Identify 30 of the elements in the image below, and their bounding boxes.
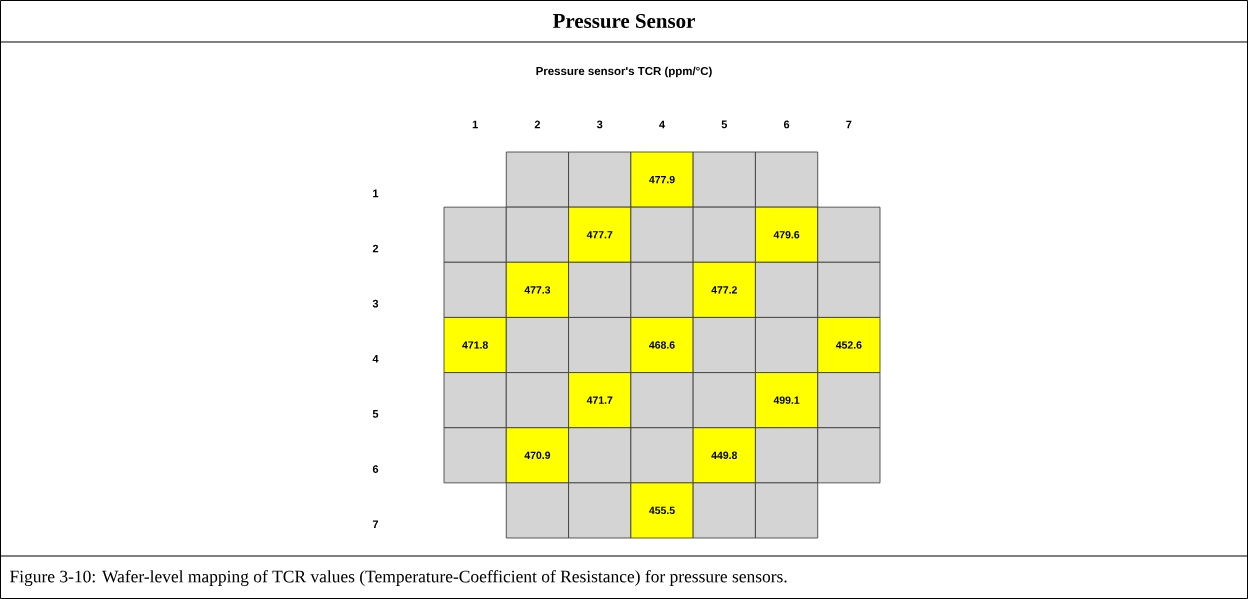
data-label: 477.7 [586,231,613,239]
data-label: 471.8 [462,341,488,349]
chart-title: Pressure Sensor [552,13,695,29]
y-tick-label: 7 [372,520,379,528]
y-tick-label: 3 [372,299,379,308]
caption: Figure 3-10: Wafer-level mapping of TCR values (Temperature-Coefficient of Resistance) for pressure sensors. [10,569,787,587]
y-tick-label: 5 [372,410,379,418]
x-tick-label: 4 [659,120,665,129]
data-label: 455.5 [649,506,675,515]
x-tick-label: 6 [783,120,790,129]
y-tick-label: 4 [372,355,379,363]
data-label: 468.6 [649,341,675,349]
y-tick-label: 1 [373,189,379,198]
data-label: 449.8 [711,451,738,459]
y-tick-label: 6 [372,465,379,473]
y-tick-label: 2 [372,244,379,253]
data-label: 452.6 [835,341,862,349]
data-label: 477.3 [524,286,551,294]
data-label: 471.7 [586,396,613,404]
data-label: 470.9 [524,451,551,459]
data-label: 477.2 [711,286,737,294]
x-tick-label: 1 [472,120,478,129]
x-tick-label: 2 [534,120,541,129]
x-tick-label: 5 [721,120,728,129]
data-label: 499.1 [773,396,800,404]
x-tick-label: 7 [846,120,852,129]
x-tick-label: 3 [596,120,603,129]
data-label: 477.9 [649,175,675,184]
data-label: 479.6 [773,231,800,239]
chart-subtitle: Pressure sensor's TCR (ppm/°C) [536,66,712,78]
